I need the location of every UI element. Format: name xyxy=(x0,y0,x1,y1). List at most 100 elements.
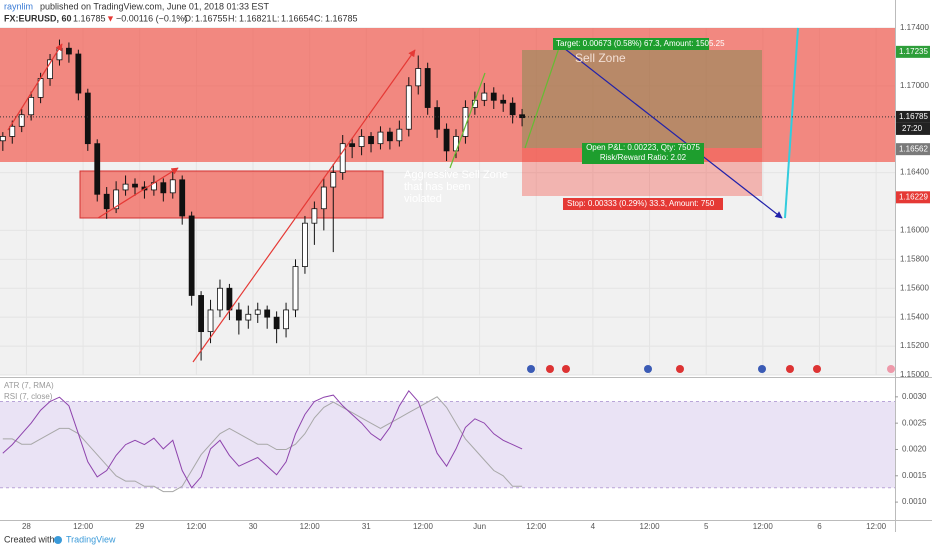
event-icon xyxy=(813,365,821,373)
note: Aggressive Sell Zone xyxy=(404,169,508,181)
candle-body xyxy=(254,309,261,315)
price-tag-label: 1.16229 xyxy=(899,192,928,201)
candle-body xyxy=(0,136,6,142)
candle-body xyxy=(226,287,233,311)
event-icon xyxy=(546,365,554,373)
price-tag xyxy=(896,143,930,156)
candle-body xyxy=(47,59,53,80)
candles xyxy=(0,39,525,361)
x-tick-label: 6 xyxy=(817,522,822,531)
candle-body xyxy=(28,97,35,116)
price-tag-label: 1.16562 xyxy=(899,144,928,153)
candle-body xyxy=(113,189,120,210)
candle-body xyxy=(405,85,412,130)
countdown: 27:20 xyxy=(902,124,923,133)
rsi-band xyxy=(0,401,895,488)
candle-body xyxy=(443,128,450,152)
y-tick-label: 1.16000 xyxy=(900,226,929,235)
event-icon xyxy=(786,365,794,373)
change-arrow: ▼ xyxy=(106,13,115,23)
y-tick-label: 1.15600 xyxy=(900,283,929,292)
y2-tick-label: 0.0010 xyxy=(902,497,927,506)
open-label: O: xyxy=(184,13,194,23)
y2-tick-label: 0.0030 xyxy=(902,392,927,401)
candle-body xyxy=(103,193,110,210)
y2-tick-label: 0.0025 xyxy=(902,418,927,427)
candle-body xyxy=(509,102,516,116)
low-label: L: xyxy=(272,13,280,23)
candle-body xyxy=(94,143,101,195)
candle-body xyxy=(424,68,431,108)
price-tag-label: 1.16785 xyxy=(899,112,928,121)
x-tick-label: 30 xyxy=(249,522,258,531)
trend-line xyxy=(449,72,486,169)
y-tick-label: 1.17400 xyxy=(900,23,929,32)
event-icon xyxy=(644,365,652,373)
y-tick-label: 1.17000 xyxy=(900,81,929,90)
x-tick-label: 28 xyxy=(22,522,31,531)
candle-body xyxy=(9,125,16,137)
pl-box xyxy=(582,143,704,164)
author: raynlim xyxy=(4,1,33,11)
x-tick-label: 5 xyxy=(704,522,709,531)
change: −0.00116 (−0.1%) xyxy=(116,13,187,23)
candle-body xyxy=(75,53,82,94)
published: published on TradingView.com, June 01, 2… xyxy=(40,1,269,11)
candle-body xyxy=(396,128,403,142)
candle-body xyxy=(84,92,91,145)
candle-body xyxy=(245,313,252,321)
candle-body xyxy=(500,99,507,104)
high-label: H: xyxy=(228,13,237,23)
y-tick-label: 1.15000 xyxy=(900,370,929,379)
price-tag xyxy=(896,45,930,58)
events xyxy=(527,365,895,373)
low: 1.16654 xyxy=(281,13,314,23)
y2-tick-label: 0.0020 xyxy=(902,445,927,454)
candle-body xyxy=(387,131,393,142)
footer-brand: TradingView xyxy=(66,534,116,544)
candle-body xyxy=(368,136,374,145)
indicator-pane xyxy=(0,380,895,520)
target-box xyxy=(553,38,709,50)
candle-body xyxy=(453,136,459,152)
indicator-line xyxy=(2,389,523,489)
last: 1.16785 xyxy=(73,13,106,23)
candle-body xyxy=(377,131,384,145)
pl-label: Open P&L: 0.00223, Qty: 75075 xyxy=(586,143,700,152)
indicator-line xyxy=(2,396,523,493)
candle-body xyxy=(169,179,176,194)
trend-arrow xyxy=(559,44,783,219)
y-tick-label: 1.15400 xyxy=(900,312,929,321)
event-icon xyxy=(527,365,535,373)
candle-body xyxy=(188,215,195,296)
event-icon xyxy=(758,365,766,373)
x-tick-label: 12:00 xyxy=(526,522,547,531)
footer-created: Created with xyxy=(4,534,55,544)
trend-arrow xyxy=(97,167,179,219)
x-tick-label: 12:00 xyxy=(186,522,207,531)
indicator-lines xyxy=(0,389,895,493)
candle-body xyxy=(490,92,497,101)
candle-body xyxy=(519,114,525,119)
candle-body xyxy=(198,295,204,333)
price-tag-label: 1.17235 xyxy=(899,47,928,56)
candle-body xyxy=(311,208,318,224)
high: 1.16821 xyxy=(239,13,272,23)
stop-label: Stop: 0.00333 (0.29%) 33.3, Amount: 750 xyxy=(567,199,715,208)
x-tick-label: 12:00 xyxy=(73,522,94,531)
x-tick-label: 4 xyxy=(591,522,596,531)
indicator-label: ATR (7, RMA) xyxy=(4,381,54,390)
brand-logo xyxy=(54,536,62,544)
x-tick-label: 12:00 xyxy=(866,522,887,531)
candle-body xyxy=(481,92,488,101)
event-icon xyxy=(887,365,895,373)
y-tick-label: 1.15800 xyxy=(900,254,929,263)
candle-body xyxy=(462,107,469,137)
trend-arrow xyxy=(192,49,416,363)
candle-body xyxy=(415,68,422,87)
event-icon xyxy=(676,365,684,373)
candle-body xyxy=(179,179,186,217)
x-tick-label: 12:00 xyxy=(753,522,774,531)
legend: FX:EURUSD, 60 1.16785 ▼ −0.00116 (−0.1%)… xyxy=(4,13,358,23)
